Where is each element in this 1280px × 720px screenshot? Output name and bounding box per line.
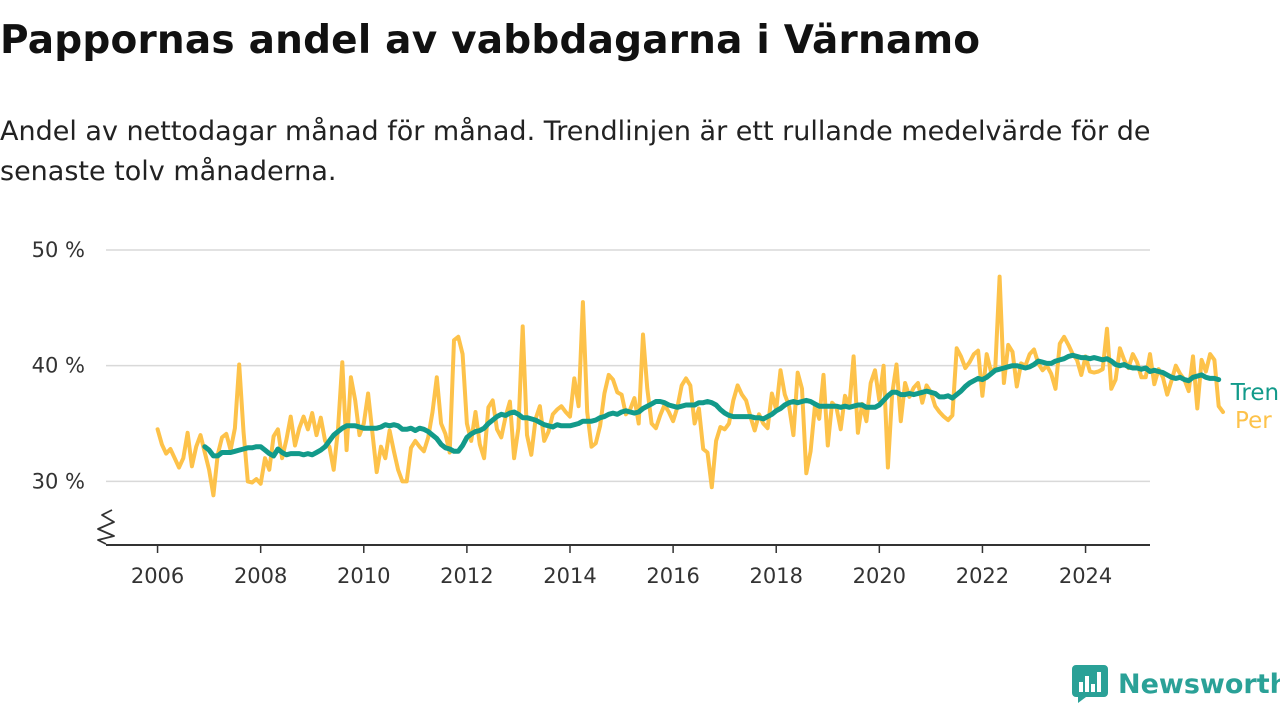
grid-lines xyxy=(106,249,1150,483)
y-tick-label: 40 % xyxy=(32,354,85,378)
x-tick-label: 2012 xyxy=(440,564,493,588)
chart-subtitle: Andel av nettodagar månad för månad. Tre… xyxy=(0,116,1151,187)
x-tick-label: 2020 xyxy=(853,564,906,588)
series-line-trend xyxy=(202,352,1222,459)
x-tick-label: 2016 xyxy=(646,564,699,588)
series-line-per-manad xyxy=(155,274,1225,498)
x-tick-label: 2014 xyxy=(543,564,596,588)
x-tick-label: 2010 xyxy=(337,564,390,588)
y-tick-label: 50 % xyxy=(32,238,85,262)
x-axis: 2006 2008 2010 2012 2014 2016 2018 2020 2022 2024 xyxy=(97,509,1150,588)
x-tick-label: 2024 xyxy=(1059,564,1112,588)
y-axis-break-icon xyxy=(97,509,115,545)
legend-label-per-manad: Per månad xyxy=(1235,406,1280,434)
series-lines xyxy=(155,274,1225,498)
chart-title: Pappornas andel av vabbdagarna i Värnamo xyxy=(0,18,981,63)
x-tick-label: 2018 xyxy=(749,564,802,588)
x-tick-label: 2008 xyxy=(234,564,287,588)
x-tick-label: 2006 xyxy=(131,564,184,588)
newsworthy-brand: Newsworthy xyxy=(1072,664,1280,704)
y-tick-labels: 30 % 40 % 50 % xyxy=(32,238,85,493)
y-tick-label: 30 % xyxy=(32,469,85,493)
legend-label-trend: Trend xyxy=(1230,380,1280,406)
bar-chart-logo-icon xyxy=(1072,665,1108,703)
brand-name: Newsworthy xyxy=(1118,668,1280,700)
x-tick-label: 2022 xyxy=(956,564,1009,588)
inline-legend: Per månadTrend xyxy=(1230,380,1280,434)
